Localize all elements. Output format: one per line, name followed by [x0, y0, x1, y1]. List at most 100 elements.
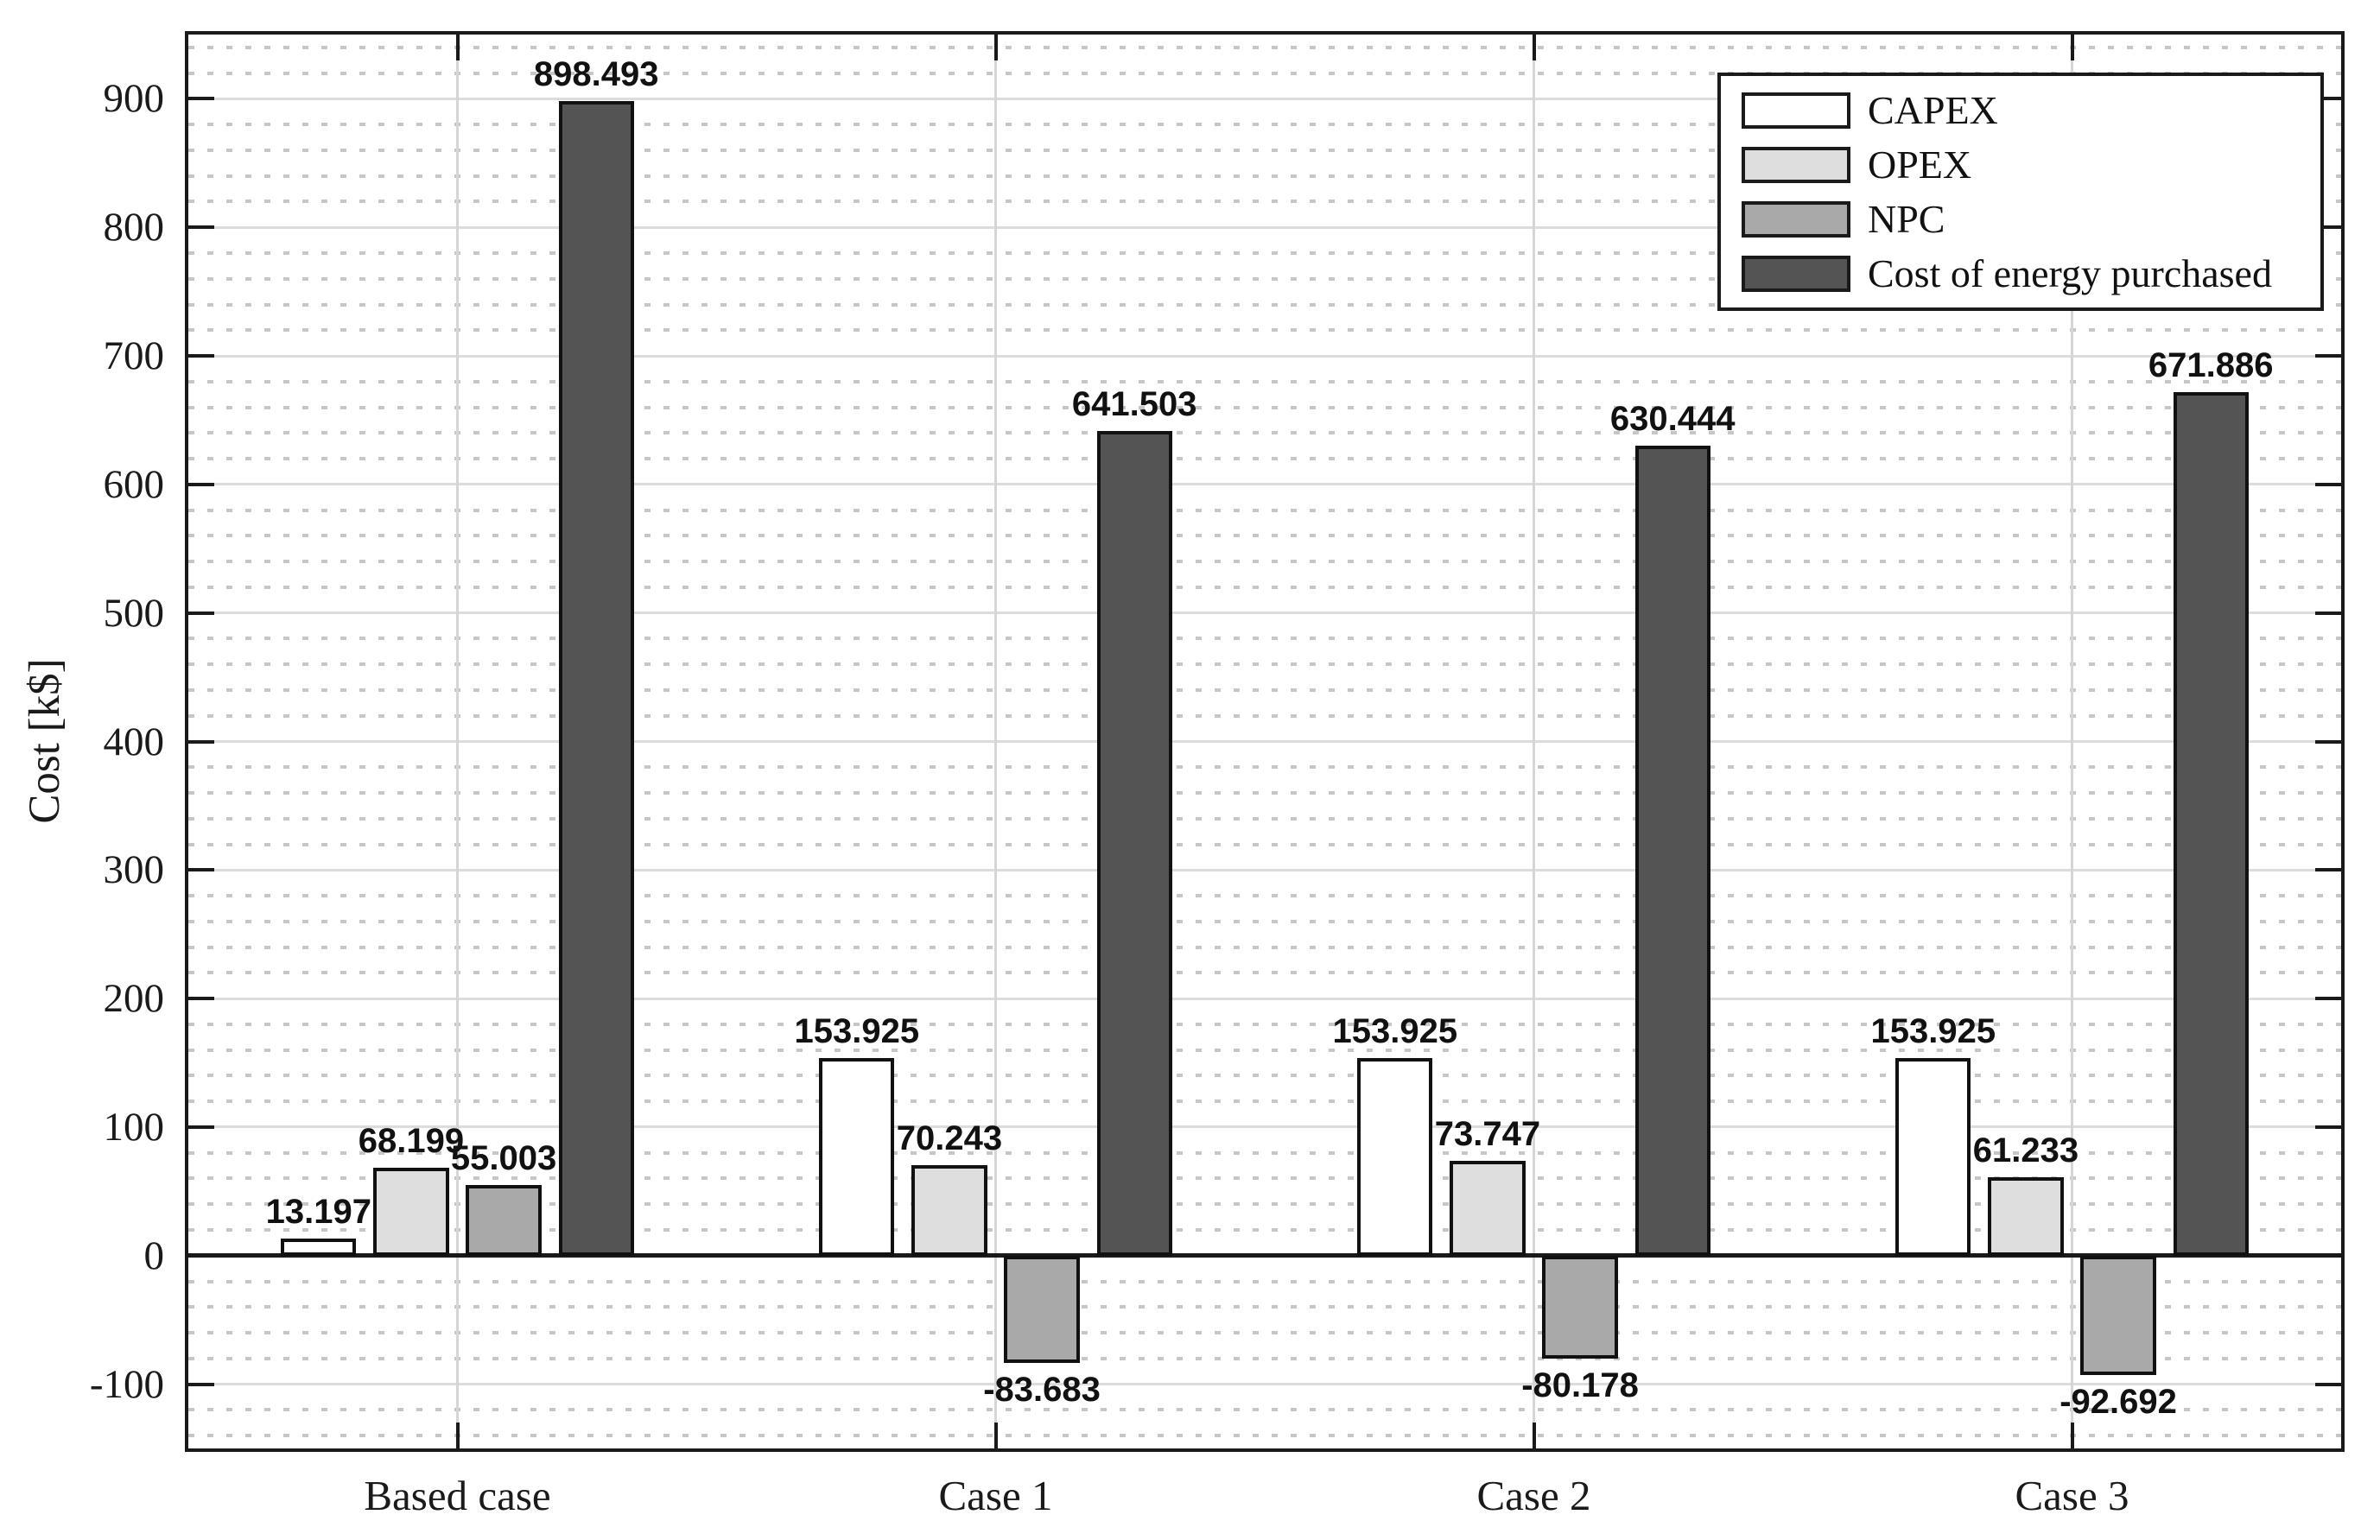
- bar-capex: [819, 1057, 895, 1256]
- x-tick-mark-bottom: [993, 1423, 998, 1448]
- bar-value-label: 153.925: [1332, 1011, 1458, 1050]
- minor-gridline: [188, 842, 2341, 846]
- minor-gridline: [188, 431, 2341, 435]
- minor-gridline: [188, 791, 2341, 795]
- bar-value-label: 898.493: [533, 54, 659, 93]
- bar-value-label: -83.683: [983, 1371, 1101, 1410]
- y-tick-mark-right: [2315, 868, 2341, 872]
- x-tick-mark-bottom: [1532, 1423, 1536, 1448]
- minor-gridline: [188, 1356, 2341, 1360]
- y-tick-mark-right: [2315, 482, 2341, 486]
- minor-gridline: [188, 765, 2341, 770]
- legend-entry: NPC: [1721, 196, 2320, 242]
- bar-value-label: 630.444: [1609, 399, 1736, 438]
- bar-value-label: 55.003: [450, 1138, 557, 1177]
- minor-gridline: [188, 919, 2341, 923]
- major-gridline: [188, 997, 2341, 1000]
- y-tick-mark-right: [2315, 611, 2341, 615]
- y-tick-label: -100: [89, 1361, 164, 1407]
- bar-value-label: 671.886: [2148, 345, 2274, 384]
- major-gridline: [188, 97, 2341, 100]
- minor-gridline: [188, 1408, 2341, 1412]
- y-tick-mark-left: [188, 354, 214, 358]
- y-tick-mark-right: [2315, 1253, 2341, 1258]
- minor-gridline: [188, 123, 2341, 127]
- y-tick-mark-left: [188, 1125, 214, 1129]
- minor-gridline: [188, 508, 2341, 512]
- bar-cost-of-energy-purchased: [1634, 445, 1710, 1256]
- legend-swatch: [1742, 92, 1850, 129]
- legend-entry-label: CAPEX: [1868, 88, 1998, 132]
- bar-value-label: -80.178: [1521, 1366, 1639, 1405]
- bar-cost-of-energy-purchased: [558, 100, 634, 1256]
- vertical-gridline: [2071, 35, 2073, 1448]
- vertical-gridline: [1533, 35, 1535, 1448]
- y-tick-label: 700: [103, 333, 165, 379]
- x-tick-label: Case 1: [938, 1472, 1053, 1519]
- y-tick-label: 900: [103, 76, 165, 122]
- y-tick-mark-left: [188, 97, 214, 101]
- bar-value-label: 61.233: [1972, 1131, 2079, 1169]
- bar-opex: [1988, 1176, 2064, 1256]
- minor-gridline: [188, 1434, 2341, 1438]
- minor-gridline: [188, 250, 2341, 255]
- bar-npc: [2080, 1255, 2156, 1375]
- minor-gridline: [188, 1100, 2341, 1104]
- minor-gridline: [188, 379, 2341, 383]
- bar-capex: [281, 1239, 357, 1256]
- bar-value-label: 73.747: [1434, 1115, 1541, 1154]
- bar-cost-of-energy-purchased: [2173, 391, 2249, 1256]
- bar-capex: [1357, 1057, 1433, 1256]
- vertical-gridline: [994, 35, 997, 1448]
- bar-npc: [1004, 1255, 1080, 1364]
- major-gridline: [188, 868, 2341, 871]
- major-gridline: [188, 225, 2341, 229]
- x-tick-mark-top: [2070, 35, 2074, 60]
- y-tick-mark-right: [2315, 997, 2341, 1001]
- y-tick-mark-right: [2315, 97, 2341, 101]
- minor-gridline: [188, 1279, 2341, 1283]
- legend-entry-label: Cost of energy purchased: [1868, 251, 2272, 295]
- y-tick-label: 800: [103, 205, 165, 250]
- bar-npc: [466, 1184, 542, 1256]
- y-tick-label: 500: [103, 590, 165, 636]
- major-gridline: [188, 740, 2341, 743]
- minor-gridline: [188, 662, 2341, 667]
- major-gridline: [188, 483, 2341, 486]
- minor-gridline: [188, 45, 2341, 49]
- minor-gridline: [188, 200, 2341, 204]
- plot-area: 13.197 153.925 153.925 153.925 68.199 70.243 7…: [185, 31, 2345, 1452]
- legend: CAPEX OPEX NPC Cost of energy purchased: [1717, 73, 2324, 311]
- x-tick-mark-bottom: [2070, 1423, 2074, 1448]
- bar-cost-of-energy-purchased: [1096, 431, 1172, 1256]
- bar-value-label: 68.199: [358, 1122, 465, 1161]
- minor-gridline: [188, 1305, 2341, 1309]
- y-tick-mark-left: [188, 1253, 214, 1258]
- x-tick-mark-top: [455, 35, 460, 60]
- major-gridline: [188, 1125, 2341, 1129]
- minor-gridline: [188, 1202, 2341, 1207]
- bar-value-label: 153.925: [1870, 1011, 1996, 1050]
- minor-gridline: [188, 1176, 2341, 1181]
- minor-gridline: [188, 585, 2341, 589]
- minor-gridline: [188, 816, 2341, 821]
- x-tick-mark-bottom: [455, 1423, 460, 1448]
- legend-entry-label: OPEX: [1868, 143, 1972, 187]
- minor-gridline: [188, 971, 2341, 975]
- y-tick-mark-right: [2315, 354, 2341, 358]
- y-tick-mark-left: [188, 1382, 214, 1386]
- legend-swatch: [1742, 200, 1850, 238]
- y-tick-label: 300: [103, 847, 165, 893]
- bar-opex: [911, 1165, 987, 1256]
- minor-gridline: [188, 1022, 2341, 1026]
- minor-gridline: [188, 1074, 2341, 1078]
- legend-swatch: [1742, 255, 1850, 292]
- y-tick-mark-left: [188, 482, 214, 486]
- legend-entry: OPEX: [1721, 142, 2320, 187]
- minor-gridline: [188, 302, 2341, 307]
- y-tick-mark-right: [2315, 739, 2341, 744]
- bar-opex: [1450, 1161, 1526, 1256]
- y-tick-mark-left: [188, 739, 214, 744]
- y-tick-mark-left: [188, 868, 214, 872]
